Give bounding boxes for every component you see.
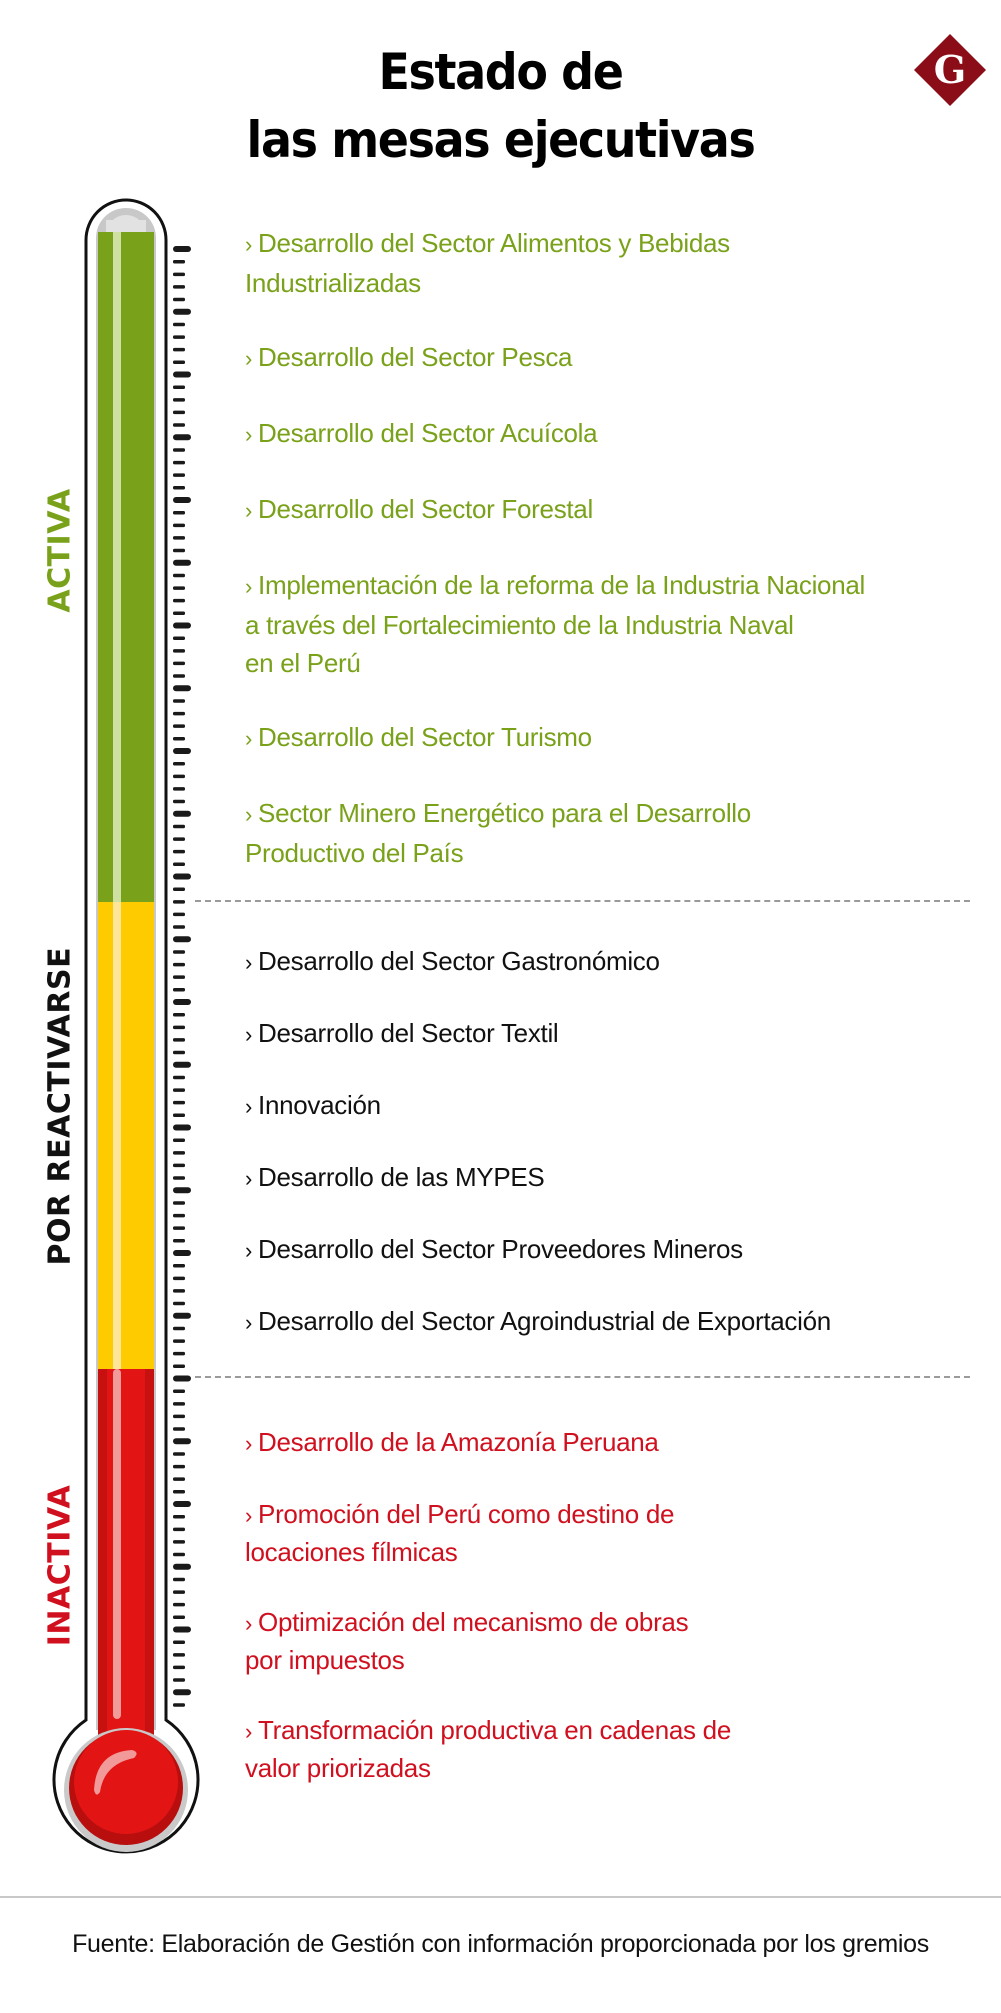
list-item: › Desarrollo de las MYPES: [245, 1162, 545, 1192]
chevron-right-icon: ›: [245, 1022, 253, 1047]
chevron-right-icon: ›: [245, 1310, 253, 1335]
list-item: › Desarrollo del Sector Textil: [245, 1018, 559, 1048]
chevron-right-icon: ›: [245, 1431, 253, 1456]
chevron-right-icon: ›: [245, 802, 253, 827]
chevron-right-icon: ›: [245, 1094, 253, 1119]
chevron-right-icon: ›: [245, 1238, 253, 1263]
title-line-1: Estado de: [378, 43, 623, 101]
list-item: › Promoción del Perú como destino de loca…: [245, 1499, 675, 1567]
page-title: Estado de las mesas ejecutivas: [40, 38, 961, 174]
list-item: › Desarrollo del Sector Alimentos y Bebid…: [245, 228, 730, 298]
list-item: › Desarrollo del Sector Acuícola: [245, 418, 598, 448]
list-item: › Desarrollo del Sector Gastronómico: [245, 946, 660, 976]
list-item: › Desarrollo del Sector Turismo: [245, 722, 592, 752]
title-line-2: las mesas ejecutivas: [246, 111, 756, 169]
chevron-right-icon: ›: [245, 1503, 253, 1528]
list-item: › Desarrollo del Sector Forestal: [245, 494, 593, 524]
list-item: › Optimización del mecanismo de obras por…: [245, 1607, 689, 1675]
chevron-right-icon: ›: [245, 498, 253, 523]
chevron-right-icon: ›: [245, 950, 253, 975]
list-item: › Innovación: [245, 1090, 381, 1120]
chevron-right-icon: ›: [245, 232, 253, 257]
list-item: › Desarrollo del Sector Proveedores Miner…: [245, 1234, 743, 1264]
list-item: › Sector Minero Energético para el Desarr…: [245, 798, 751, 868]
chevron-right-icon: ›: [245, 726, 253, 751]
list-item: › Implementación de la reforma de la Indu…: [245, 570, 866, 678]
thermometer-graphic: [52, 198, 200, 1854]
chevron-right-icon: ›: [245, 574, 253, 599]
tick-marks: [173, 246, 191, 1707]
chevron-right-icon: ›: [245, 1719, 253, 1744]
level-activa: [98, 232, 154, 902]
list-item: › Desarrollo de la Amazonía Peruana: [245, 1427, 659, 1457]
gestion-logo-icon: G: [914, 34, 986, 106]
list-item: › Transformación productiva en cadenas de…: [245, 1715, 731, 1783]
level-inactiva: [98, 1369, 154, 1769]
list-item: › Desarrollo del Sector Agroindustrial de…: [245, 1306, 831, 1336]
label-por-reactivarse: POR REACTIVARSE: [42, 946, 78, 1266]
source-note: Fuente: Elaboración de Gestión con infor…: [72, 1930, 929, 1958]
label-inactiva: INACTIVA: [42, 1484, 78, 1647]
chevron-right-icon: ›: [245, 1166, 253, 1191]
chevron-right-icon: ›: [245, 422, 253, 447]
level-por-reactivarse: [98, 902, 154, 1369]
separator-activa: [195, 900, 970, 902]
list-item: › Desarrollo del Sector Pesca: [245, 342, 573, 372]
chevron-right-icon: ›: [245, 346, 253, 371]
chevron-right-icon: ›: [245, 1611, 253, 1636]
svg-text:G: G: [934, 47, 966, 92]
footer-divider: [0, 1896, 1001, 1898]
separator-por-reactivarse: [195, 1376, 970, 1378]
label-activa: ACTIVA: [42, 488, 78, 613]
